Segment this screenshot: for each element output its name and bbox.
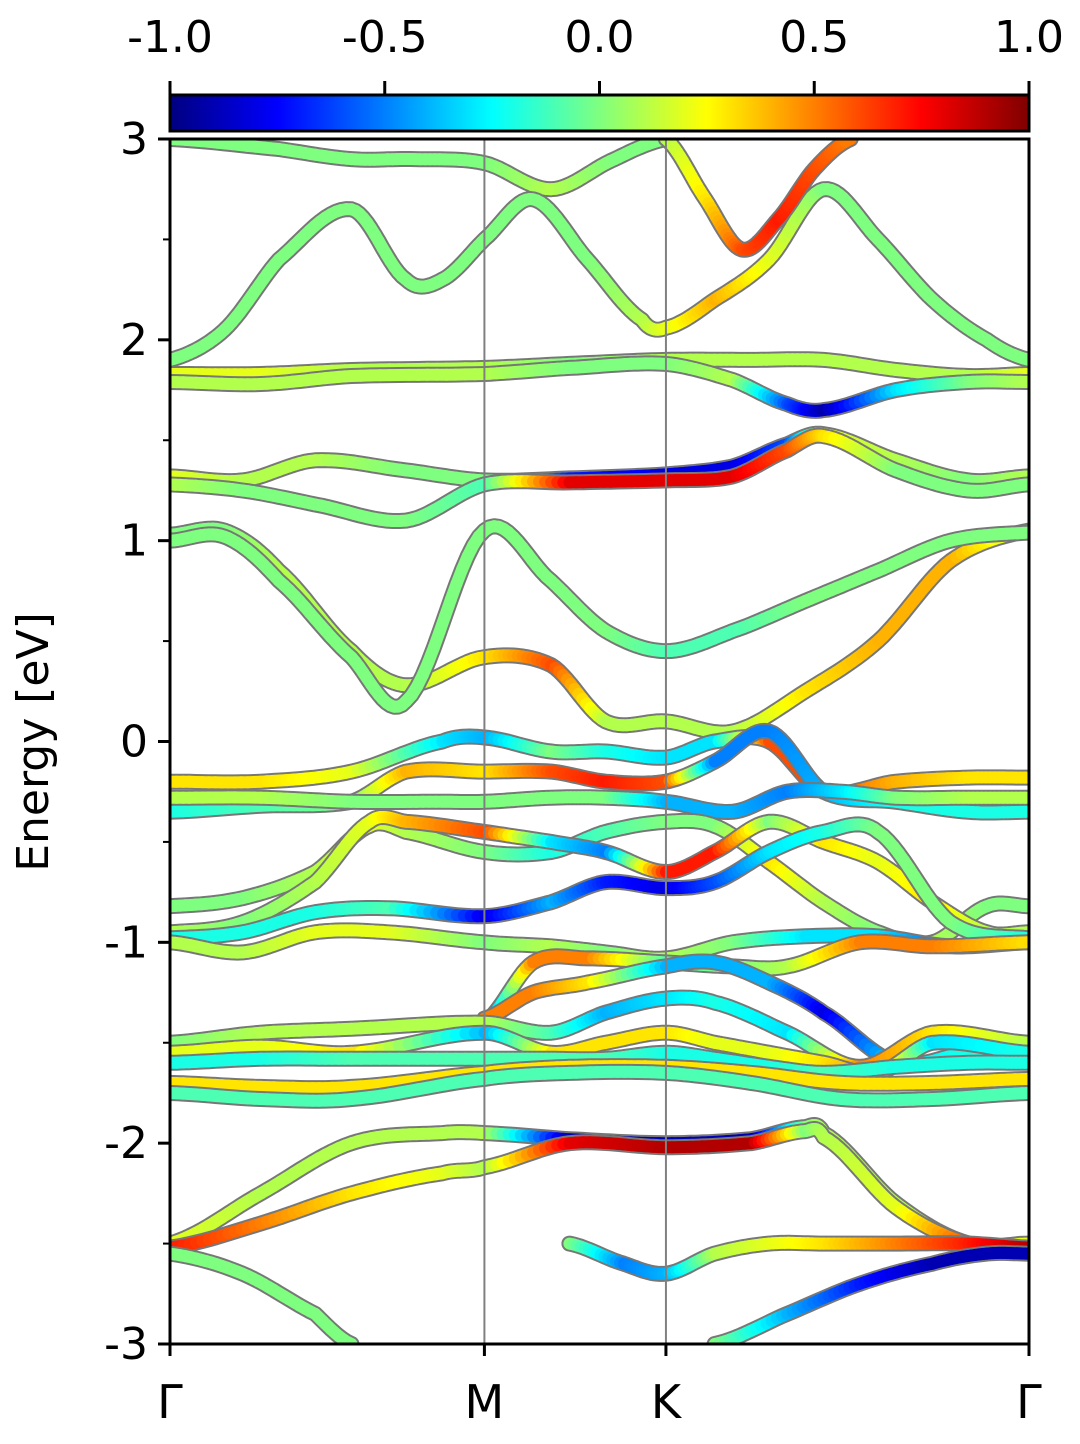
colorbar-tick-label: -1.0 — [127, 12, 213, 63]
y-tick-label: 1 — [120, 516, 148, 567]
band-1 — [170, 139, 666, 189]
colorbar-tick-label: -0.5 — [342, 12, 428, 63]
colorbar-gradient — [170, 95, 1029, 131]
y-tick-label: -3 — [104, 1319, 148, 1370]
y-tick-label: 2 — [120, 315, 148, 366]
y-tick-label: 0 — [120, 717, 148, 768]
y-axis-label: Energy [eV] — [8, 612, 59, 872]
y-axis: 3 2 1 0 -1 -2 -3 — [104, 114, 170, 1370]
band-28 — [170, 1254, 352, 1344]
colorbar-tick-label: 0.0 — [565, 12, 635, 63]
band-7 — [170, 436, 1029, 521]
band-lines — [170, 139, 1029, 1344]
y-tick-label: 3 — [120, 114, 148, 165]
x-tick-label: Γ — [1016, 1375, 1042, 1429]
y-tick-label: -2 — [104, 1118, 148, 1169]
colorbar-tick-label: 1.0 — [994, 12, 1064, 63]
band-2 — [170, 189, 1029, 360]
x-tick-label: Γ — [157, 1375, 183, 1429]
colorbar: -1.0 -0.5 0.0 0.5 1.0 — [127, 12, 1064, 131]
band-25 — [170, 1129, 1029, 1248]
y-tick-label: -1 — [104, 917, 148, 968]
x-tick-label: K — [651, 1375, 683, 1429]
colorbar-tick-label: 0.5 — [779, 12, 849, 63]
x-tick-label: M — [465, 1375, 505, 1429]
band-27 — [715, 1253, 1029, 1344]
